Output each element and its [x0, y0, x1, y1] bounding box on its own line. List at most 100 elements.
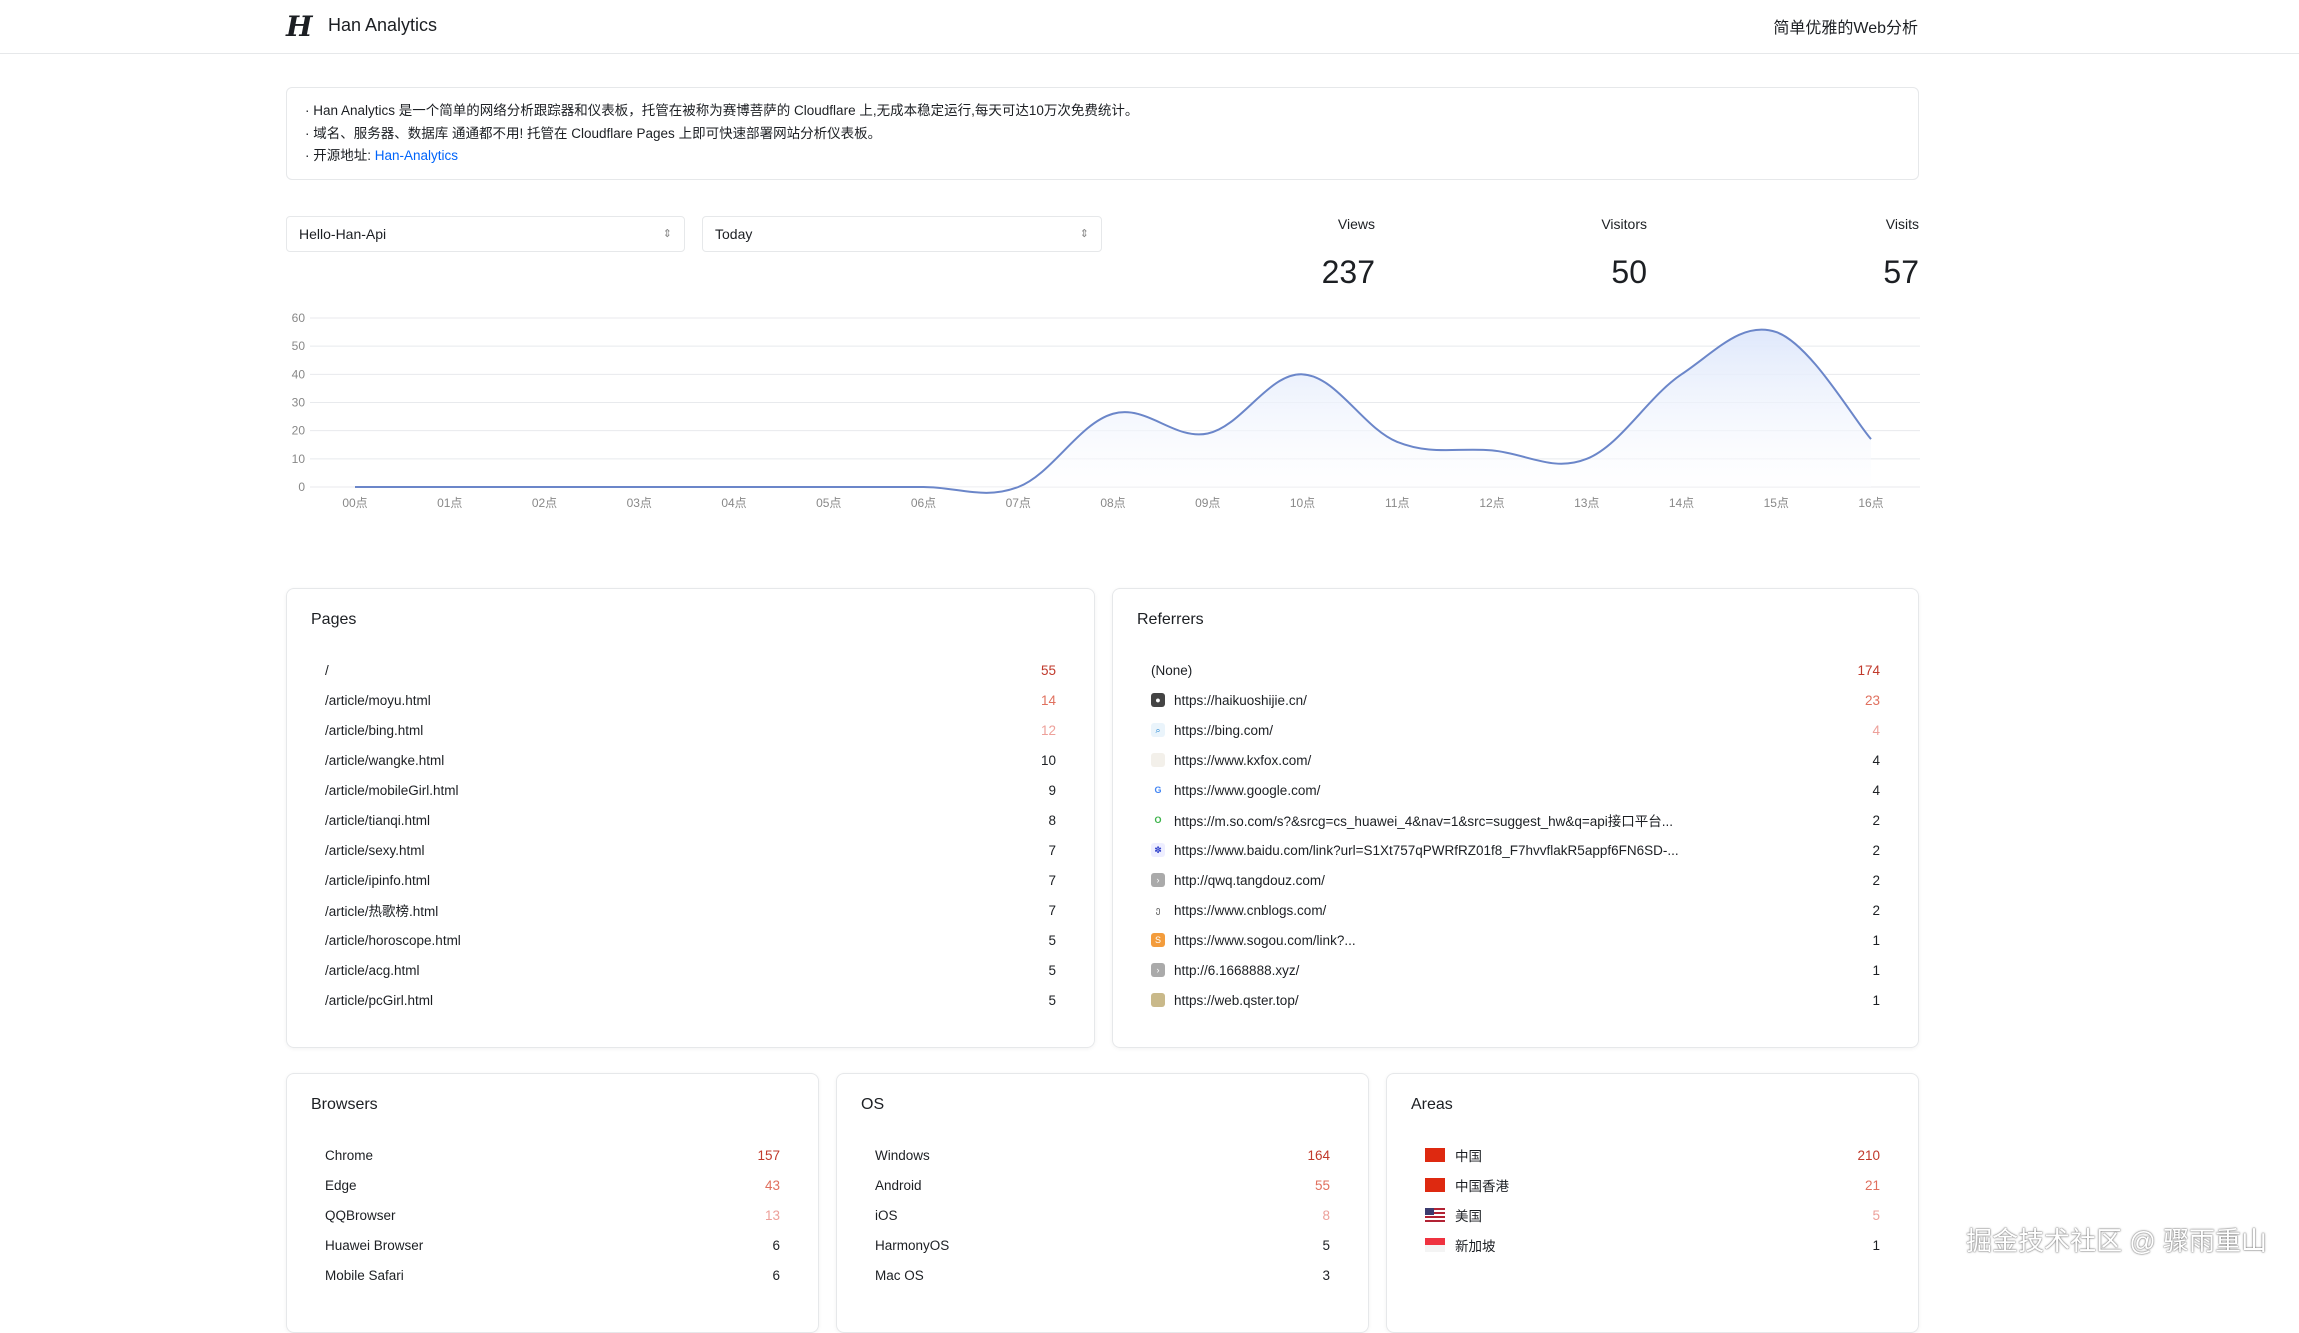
card-title: Pages	[311, 611, 357, 628]
list-item[interactable]: 新加坡 1	[1411, 1230, 1894, 1260]
y-tick-label: 10	[292, 452, 306, 466]
list-item[interactable]: /article/horoscope.html 5	[311, 925, 1070, 955]
list-item[interactable]: iOS 8	[861, 1200, 1344, 1230]
item-name: Mac OS	[875, 1268, 1270, 1283]
item-count: 2	[1872, 812, 1880, 828]
stat-visits: Visits 57	[1647, 216, 1919, 291]
info-line: · 开源地址: Han-Analytics	[305, 145, 1900, 168]
card-title: Areas	[1411, 1096, 1453, 1113]
item-count: 4	[1872, 752, 1880, 768]
item-count: 6	[772, 1267, 780, 1283]
list-item[interactable]: (None) 174	[1137, 655, 1894, 685]
site-select[interactable]: Hello-Han-Api ⇕	[286, 216, 685, 252]
os-card: OS Windows 164 Android 55 iOS 8 HarmonyOS 5 Mac O…	[836, 1073, 1369, 1333]
list-item[interactable]: 美国 5	[1411, 1200, 1894, 1230]
site-select-value: Hello-Han-Api	[299, 226, 387, 242]
item-name: 美国	[1425, 1205, 1820, 1225]
list-item[interactable]: https://web.qster.top/1	[1137, 985, 1894, 1015]
item-name: ე https://www.cnblogs.com/	[1151, 903, 1820, 918]
list-item[interactable]: /article/moyu.html 14	[311, 685, 1070, 715]
item-label: /article/moyu.html	[325, 692, 431, 708]
item-name: 中国	[1425, 1145, 1820, 1165]
list-item[interactable]: https://www.kxfox.com/4	[1137, 745, 1894, 775]
list-item[interactable]: /article/tianqi.html 8	[311, 805, 1070, 835]
list-item[interactable]: / 55	[311, 655, 1070, 685]
x-tick-label: 09点	[1195, 496, 1220, 510]
item-count: 43	[764, 1177, 780, 1193]
item-name: /article/热歌榜.html	[325, 900, 996, 920]
x-tick-label: 01点	[437, 496, 462, 510]
referrers-card: Referrers (None) 174 ● https://haikuoshijie.…	[1112, 588, 1919, 1048]
item-count: 5	[1872, 1207, 1880, 1223]
list-item[interactable]: 中国 210	[1411, 1140, 1894, 1170]
logo-icon[interactable]: H	[286, 10, 313, 43]
list-item[interactable]: ⌕ https://bing.com/4	[1137, 715, 1894, 745]
x-tick-label: 14点	[1669, 496, 1694, 510]
list-item[interactable]: Edge 43	[311, 1170, 794, 1200]
area-fill	[355, 329, 1871, 493]
slogan: 简单优雅的Web分析	[1773, 20, 1918, 37]
x-tick-label: 05点	[816, 496, 841, 510]
item-label: Mac OS	[875, 1267, 924, 1283]
list-item[interactable]: Mac OS 3	[861, 1260, 1344, 1290]
stat-value: 57	[1883, 254, 1919, 290]
list-item[interactable]: /article/ipinfo.html 7	[311, 865, 1070, 895]
range-select[interactable]: Today ⇕	[702, 216, 1102, 252]
list-item[interactable]: › http://6.1668888.xyz/1	[1137, 955, 1894, 985]
info-label: · 开源地址:	[305, 148, 375, 163]
list-item[interactable]: 中国香港 21	[1411, 1170, 1894, 1200]
app-title[interactable]: Han Analytics	[328, 15, 438, 35]
views-chart[interactable]: 0 10 20 30 40 50 60 00点 01点 02点 03点 04点 05点 06点 07点 08点…	[270, 300, 1930, 515]
item-label: https://www.google.com/	[1174, 782, 1321, 798]
item-count: 5	[1322, 1237, 1330, 1253]
list-item[interactable]: › http://qwq.tangdouz.com/2	[1137, 865, 1894, 895]
list-item[interactable]: /article/pcGirl.html 5	[311, 985, 1070, 1015]
list-item[interactable]: /article/mobileGirl.html 9	[311, 775, 1070, 805]
list-item[interactable]: /article/bing.html 12	[311, 715, 1070, 745]
sg-flag-icon	[1425, 1238, 1445, 1252]
watermark: 掘金技术社区 @ 骤雨重山	[1966, 1226, 2267, 1256]
item-label: https://web.qster.top/	[1174, 992, 1299, 1008]
item-label: https://haikuoshijie.cn/	[1174, 692, 1307, 708]
list-item[interactable]: QQBrowser 13	[311, 1200, 794, 1230]
list-item[interactable]: /article/sexy.html 7	[311, 835, 1070, 865]
list-item[interactable]: /article/热歌榜.html 7	[311, 895, 1070, 925]
so-icon: O	[1151, 813, 1165, 827]
repo-link[interactable]: Han-Analytics	[374, 148, 459, 163]
google-icon: G	[1151, 783, 1165, 797]
list-item[interactable]: Windows 164	[861, 1140, 1344, 1170]
item-count: 7	[1048, 842, 1056, 858]
item-label: /article/acg.html	[325, 962, 420, 978]
stat-label: Visits	[1885, 216, 1919, 232]
list-item[interactable]: /article/wangke.html 10	[311, 745, 1070, 775]
globe-icon: ›	[1151, 873, 1165, 887]
list-item[interactable]: ე https://www.cnblogs.com/2	[1137, 895, 1894, 925]
item-count: 55	[1314, 1177, 1330, 1193]
list-item[interactable]: Mobile Safari 6	[311, 1260, 794, 1290]
globe-icon: ›	[1151, 963, 1165, 977]
item-name: QQBrowser	[325, 1208, 720, 1223]
list-item[interactable]: Android 55	[861, 1170, 1344, 1200]
item-count: 157	[757, 1147, 780, 1163]
list-item[interactable]: ✽ https://www.baidu.com/link?url=S1Xt757q…	[1137, 835, 1894, 865]
y-tick-label: 50	[292, 339, 306, 353]
list-item[interactable]: /article/acg.html 5	[311, 955, 1070, 985]
list-item[interactable]: Chrome 157	[311, 1140, 794, 1170]
item-label: https://bing.com/	[1174, 722, 1274, 738]
haikuo-icon: ●	[1151, 693, 1165, 707]
x-tick-label: 00点	[342, 496, 367, 510]
item-count: 2	[1872, 842, 1880, 858]
list-item[interactable]: Huawei Browser 6	[311, 1230, 794, 1260]
item-name: https://web.qster.top/	[1151, 993, 1820, 1008]
list-item[interactable]: ● https://haikuoshijie.cn/23	[1137, 685, 1894, 715]
list-item[interactable]: HarmonyOS 5	[861, 1230, 1344, 1260]
stat-value: 50	[1611, 254, 1647, 290]
item-count: 210	[1857, 1147, 1880, 1163]
item-count: 8	[1322, 1207, 1330, 1223]
areas-card: Areas 中国 210 中国香港 21 美国 5 新加坡 1	[1386, 1073, 1919, 1333]
